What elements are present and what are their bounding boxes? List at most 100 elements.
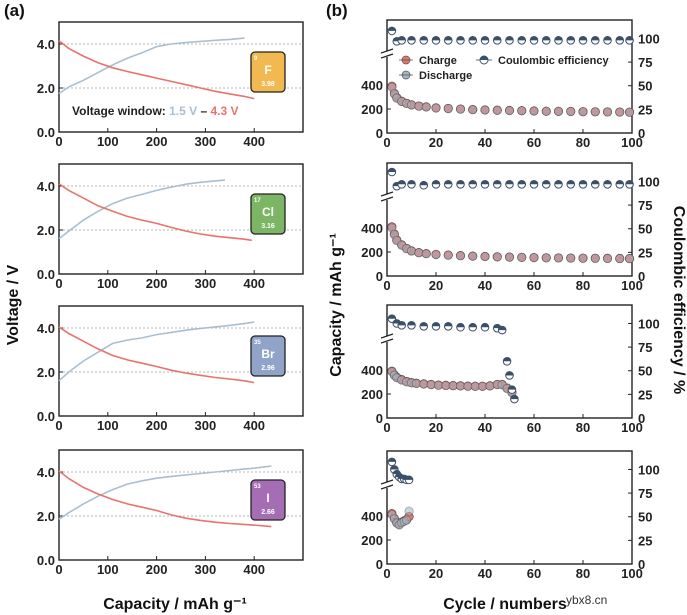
- left-tick-label: 400: [361, 363, 383, 378]
- ce-point-fill: [510, 395, 519, 400]
- ce-point-fill: [505, 371, 514, 376]
- ce-point-fill: [397, 180, 406, 185]
- ce-point-fill: [615, 180, 624, 185]
- ce-point-fill: [388, 314, 396, 319]
- discharge-point: [615, 254, 625, 264]
- element-symbol: F: [264, 63, 271, 77]
- right-tick-label: 75: [638, 486, 652, 501]
- right-tick-label: 75: [638, 198, 652, 213]
- x-tick-label: 100: [621, 278, 643, 293]
- ce-point-fill: [444, 322, 453, 327]
- element-number: 35: [254, 340, 261, 346]
- charge-curve: [58, 179, 225, 240]
- discharge-curve: [58, 470, 272, 528]
- axis-break-gap: [381, 194, 393, 200]
- plot-frame: [58, 163, 304, 275]
- plot-frame: [386, 162, 633, 277]
- discharge-point: [602, 107, 613, 117]
- right-tick-label: 25: [638, 533, 652, 548]
- ce-point-fill: [591, 36, 600, 41]
- x-tick-label: 80: [576, 135, 590, 150]
- element-symbol: Cl: [262, 205, 274, 219]
- element-symbol: Br: [261, 347, 275, 361]
- discharge-point: [406, 246, 417, 256]
- x-tick-label: 40: [478, 566, 492, 581]
- discharge-point: [485, 381, 495, 391]
- discharge-point: [480, 105, 490, 115]
- discharge-curve: [58, 183, 252, 242]
- ce-point-fill: [407, 321, 416, 326]
- ce-point-fill: [517, 180, 526, 185]
- left-tick-label: 200: [361, 102, 383, 117]
- y-tick-label: 2.0: [37, 509, 55, 524]
- ce-point-fill: [407, 36, 416, 41]
- ce-point-fill: [407, 180, 416, 185]
- left-axis-label: Capacity / mAh g⁻¹: [328, 233, 345, 377]
- y-axis-label: Voltage / V: [5, 264, 22, 345]
- legend-discharge-label: Discharge: [419, 70, 472, 82]
- right-tick-label: 25: [638, 245, 652, 260]
- discharge-point: [529, 106, 539, 116]
- x-tick-label: 40: [478, 135, 492, 150]
- right-tick-label: 0: [638, 557, 645, 572]
- charge-curve: [58, 321, 255, 382]
- x-tick-label: 40: [478, 420, 492, 435]
- discharge-point: [421, 249, 431, 259]
- annotation-part: Voltage window:: [72, 104, 169, 118]
- discharge-point: [455, 251, 466, 261]
- ce-point-fill: [530, 180, 538, 185]
- discharge-point: [504, 252, 515, 262]
- discharge-point: [492, 252, 502, 262]
- right-tick-label: 100: [638, 31, 660, 46]
- ce-point-fill: [517, 36, 526, 41]
- y-tick-label: 2.0: [37, 81, 55, 96]
- plot-frame: [386, 19, 633, 134]
- left-tick-label: 400: [361, 78, 383, 93]
- discharge-point: [590, 253, 600, 263]
- x-tick-label: 300: [195, 418, 217, 433]
- ce-point-fill: [579, 180, 587, 185]
- right-tick-label: 0: [638, 269, 645, 284]
- annotation-part: 4.3 V: [210, 104, 238, 118]
- y-tick-label: 0.0: [37, 409, 55, 424]
- x-tick-label: 0: [55, 134, 62, 149]
- axis-break-mark: [380, 53, 394, 59]
- ce-point-fill: [530, 36, 538, 41]
- ce-point-fill: [444, 36, 453, 41]
- ce-point-fill: [493, 36, 502, 41]
- ce-point-fill: [468, 36, 477, 41]
- ce-point-fill: [419, 36, 428, 41]
- ce-point-fill: [397, 321, 406, 326]
- right-tick-label: 0: [638, 411, 645, 426]
- axis-break-mark: [380, 479, 394, 485]
- discharge-point: [578, 107, 588, 117]
- ce-point-fill: [603, 180, 612, 185]
- ce-point-fill: [388, 458, 396, 462]
- plot-frame: [386, 304, 633, 419]
- discharge-point: [578, 253, 588, 263]
- right-tick-label: 50: [638, 79, 652, 94]
- element-number: 53: [254, 484, 261, 490]
- ce-point-fill: [468, 180, 477, 185]
- charge-curve: [58, 465, 272, 520]
- ce-point-fill: [493, 180, 502, 185]
- left-tick-label: 0: [376, 411, 383, 426]
- element-tile-i: 53 I 2.66: [250, 479, 286, 521]
- x-tick-label: 20: [429, 420, 443, 435]
- ce-point-fill: [432, 322, 440, 327]
- element-value: 2.66: [261, 509, 275, 516]
- y-tick-label: 0.0: [37, 125, 55, 140]
- ce-point-fill: [554, 36, 563, 41]
- element-symbol: I: [266, 491, 269, 505]
- y-tick-label: 0.0: [37, 553, 55, 568]
- y-tick-label: 4.0: [37, 465, 55, 480]
- x-tick-label: 40: [478, 278, 492, 293]
- right-tick-label: 100: [638, 462, 660, 477]
- left-tick-label: 0: [376, 126, 383, 141]
- x-tick-label: 400: [243, 276, 265, 291]
- ce-point-fill: [390, 465, 399, 470]
- plot-frame: [58, 21, 304, 133]
